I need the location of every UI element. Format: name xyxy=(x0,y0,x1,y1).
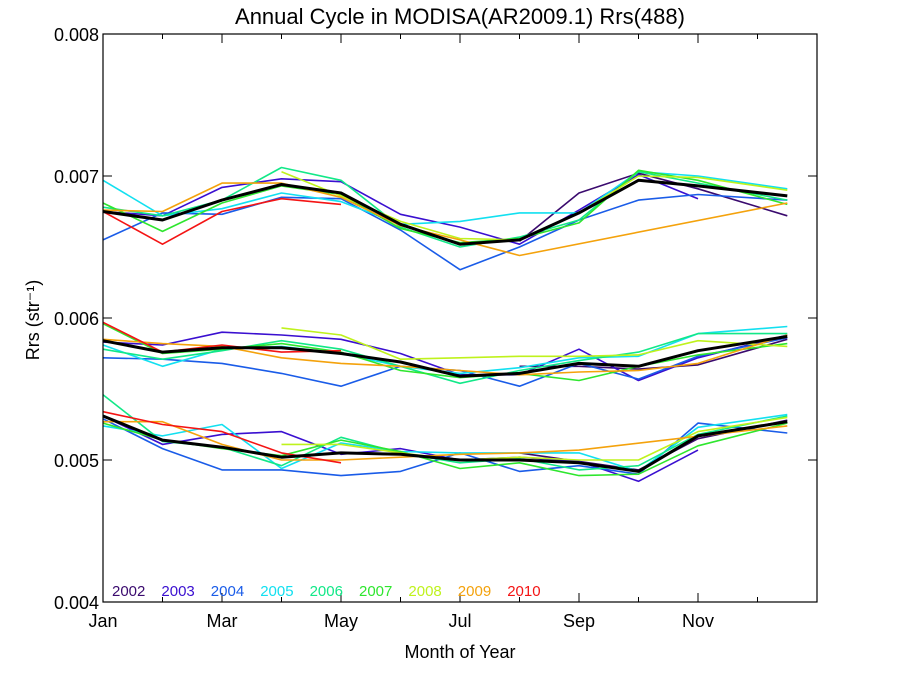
series-line-2007-group-3 xyxy=(102,422,788,477)
y-axis-label: Rrs (str⁻¹) xyxy=(23,280,43,360)
x-tick-label: May xyxy=(324,611,358,631)
x-axis-label: Month of Year xyxy=(404,642,515,662)
mean-line-group-2 xyxy=(102,335,788,378)
x-tick-label: Jan xyxy=(88,611,117,631)
y-tick-label: 0.004 xyxy=(54,593,99,613)
legend-entry-2002: 2002 xyxy=(112,583,145,600)
mean-line-group-1 xyxy=(102,178,788,246)
mean-line-group-3 xyxy=(102,414,788,473)
mean-layer xyxy=(102,178,788,473)
y-tick-label: 0.007 xyxy=(54,167,99,187)
legend-entry-2003: 2003 xyxy=(161,583,194,600)
series-line-2009-group-1 xyxy=(102,182,788,257)
x-tick-label: Nov xyxy=(682,611,714,631)
legend-entry-2010: 2010 xyxy=(507,583,540,600)
series-line-2003-group-2 xyxy=(102,331,788,382)
series-line-2008-group-3 xyxy=(281,416,788,461)
legend-entry-2007: 2007 xyxy=(359,583,392,600)
series-line-2004-group-1 xyxy=(102,193,788,271)
y-axis: 0.004 0.005 0.006 0.007 0.008 xyxy=(54,25,817,613)
series-line-2008-group-2 xyxy=(281,327,788,361)
x-tick-label: Sep xyxy=(563,611,595,631)
y-tick-label: 0.008 xyxy=(54,25,99,45)
legend-entry-2004: 2004 xyxy=(211,583,244,600)
series-line-2009-group-3 xyxy=(103,420,788,461)
y-tick-label: 0.005 xyxy=(54,451,99,471)
series-line-2005-group-1 xyxy=(102,170,788,226)
series-line-2010-group-1 xyxy=(102,197,342,245)
legend-entry-2006: 2006 xyxy=(310,583,343,600)
plot-frame xyxy=(102,33,818,603)
legend-entry-2009: 2009 xyxy=(458,583,491,600)
plot-area xyxy=(102,166,788,483)
x-axis: Jan Mar May Jul Sep Nov xyxy=(88,34,818,631)
chart-title: Annual Cycle in MODISA(AR2009.1) Rrs(488… xyxy=(235,4,685,29)
x-tick-label: Jul xyxy=(448,611,471,631)
y-tick-label: 0.006 xyxy=(54,309,99,329)
series-line-2010-group-2 xyxy=(102,321,342,353)
legend-entry-2008: 2008 xyxy=(408,583,441,600)
legend-entry-2005: 2005 xyxy=(260,583,293,600)
legend: 2002 2003 2004 2005 2006 2007 2008 2009 2010 xyxy=(112,583,541,600)
series-line-2006-group-1 xyxy=(102,166,788,248)
x-tick-label: Mar xyxy=(207,611,238,631)
series-line-2002-group-1 xyxy=(518,172,788,242)
series-layer xyxy=(102,166,788,483)
